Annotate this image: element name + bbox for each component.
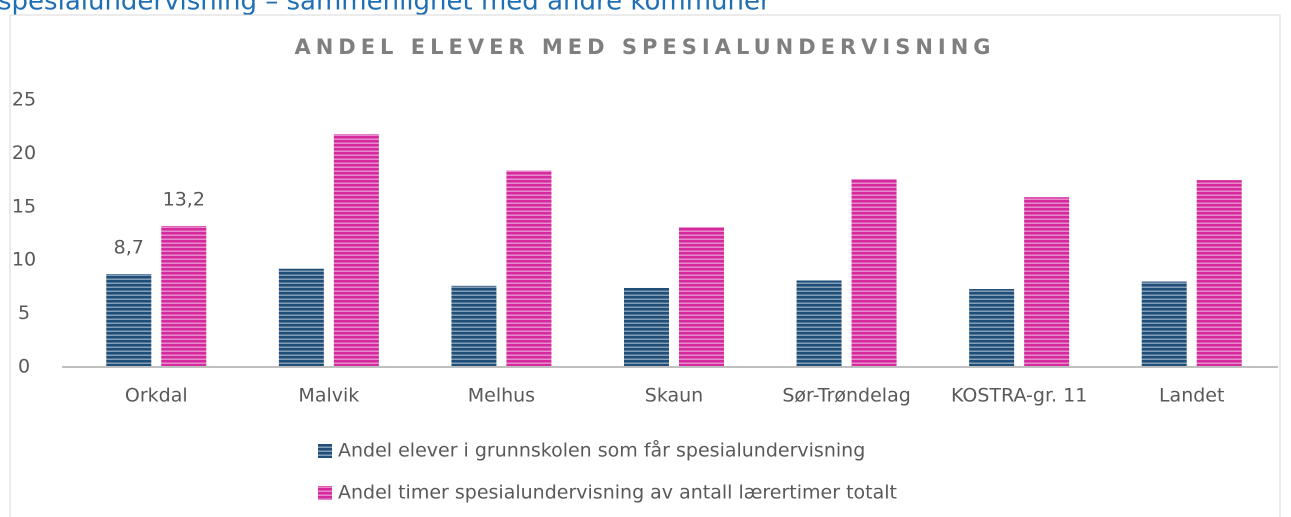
y-tick-label: 15 (12, 195, 36, 217)
y-tick-label: 0 (18, 356, 30, 378)
x-tick-label: Landet (1159, 385, 1224, 407)
bar (796, 280, 842, 367)
chart-frame (9, 14, 1281, 517)
bar (1196, 180, 1242, 367)
chart-title: ANDEL ELEVER MED SPESIALUNDERVISNING (294, 35, 995, 59)
bar (161, 226, 207, 367)
bar (851, 179, 897, 367)
x-tick-label: Orkdal (125, 385, 188, 407)
data-label: 13,2 (163, 189, 205, 211)
legend-swatch (318, 486, 332, 500)
bar (1024, 197, 1070, 367)
legend-label: Andel elever i grunnskolen som får spesi… (338, 439, 865, 462)
data-label: 8,7 (114, 237, 144, 259)
bar (333, 134, 379, 367)
y-tick-label: 10 (12, 249, 36, 271)
x-tick-label: Sør-Trøndelag (782, 385, 910, 407)
bar (451, 285, 497, 367)
y-tick-label: 25 (12, 89, 36, 111)
x-tick-label: Skaun (645, 385, 703, 407)
bar (278, 268, 324, 367)
x-tick-label: KOSTRA-gr. 11 (951, 385, 1087, 407)
y-tick-label: 5 (18, 302, 30, 324)
bar (106, 274, 152, 367)
legend-swatch (318, 444, 332, 458)
y-tick-label: 20 (12, 142, 36, 164)
legend-label: Andel timer spesialundervisning av antal… (338, 482, 897, 504)
bar (506, 170, 552, 367)
bar (624, 287, 669, 367)
page-heading: spesialundervisning – sammenlignet med a… (0, 0, 771, 17)
x-tick-label: Melhus (468, 385, 535, 407)
x-tick-label: Malvik (298, 385, 359, 407)
bar (969, 289, 1015, 367)
bar (679, 227, 724, 367)
bar (1141, 281, 1187, 367)
